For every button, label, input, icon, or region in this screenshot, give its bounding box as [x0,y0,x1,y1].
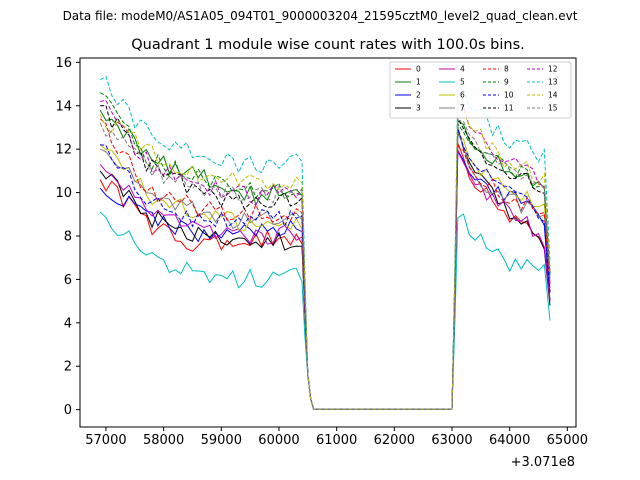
y-tick-label: 6 [64,273,72,288]
y-tick-label: 4 [64,316,72,331]
legend-label: 11 [504,104,514,113]
y-tick-label: 14 [55,99,72,114]
y-tick-label: 12 [55,143,72,158]
x-axis-ticks: 57000 58000 59000 60000 61000 62000 63000 64000… [85,427,588,448]
x-axis-offset-label: +3.071e8 [511,455,575,470]
x-tick-label: 61000 [316,433,357,448]
legend-label: 3 [416,104,421,113]
x-tick-label: 57000 [85,433,126,448]
y-axis-ticks: 0 2 4 6 8 10 12 14 16 [55,56,80,418]
figure-suptitle: Data file: modeM0/AS1A05_094T01_90000032… [63,9,578,23]
x-tick-label: 62000 [374,433,415,448]
x-tick-label: 59000 [201,433,242,448]
series-line-12 [100,99,551,410]
legend-label: 10 [504,91,514,100]
legend-label: 0 [416,65,421,74]
legend-label: 15 [548,104,558,113]
legend-label: 14 [548,91,558,100]
legend-label: 6 [460,91,465,100]
y-tick-label: 16 [55,56,72,71]
x-tick-label: 64000 [489,433,530,448]
y-tick-label: 2 [64,360,72,375]
x-tick-label: 65000 [547,433,588,448]
x-tick-label: 63000 [431,433,472,448]
plot-lines [99,75,551,410]
legend-label: 7 [460,104,465,113]
series-line-15 [99,119,551,410]
legend-label: 9 [504,78,509,87]
legend-label: 4 [460,65,465,74]
legend-label: 13 [548,78,558,87]
plot-frame [79,57,577,428]
x-tick-label: 58000 [143,433,184,448]
x-tick-label: 60000 [258,433,299,448]
y-tick-label: 8 [64,229,72,244]
legend-label: 1 [416,78,421,87]
legend-box [389,61,572,119]
y-tick-label: 0 [64,403,72,418]
legend-label: 2 [416,91,421,100]
chart-title: Quadrant 1 module wise count rates with … [131,37,525,53]
y-tick-label: 10 [55,186,72,201]
legend-label: 5 [460,78,465,87]
legend-label: 12 [548,65,558,74]
legend-label: 8 [504,65,509,74]
